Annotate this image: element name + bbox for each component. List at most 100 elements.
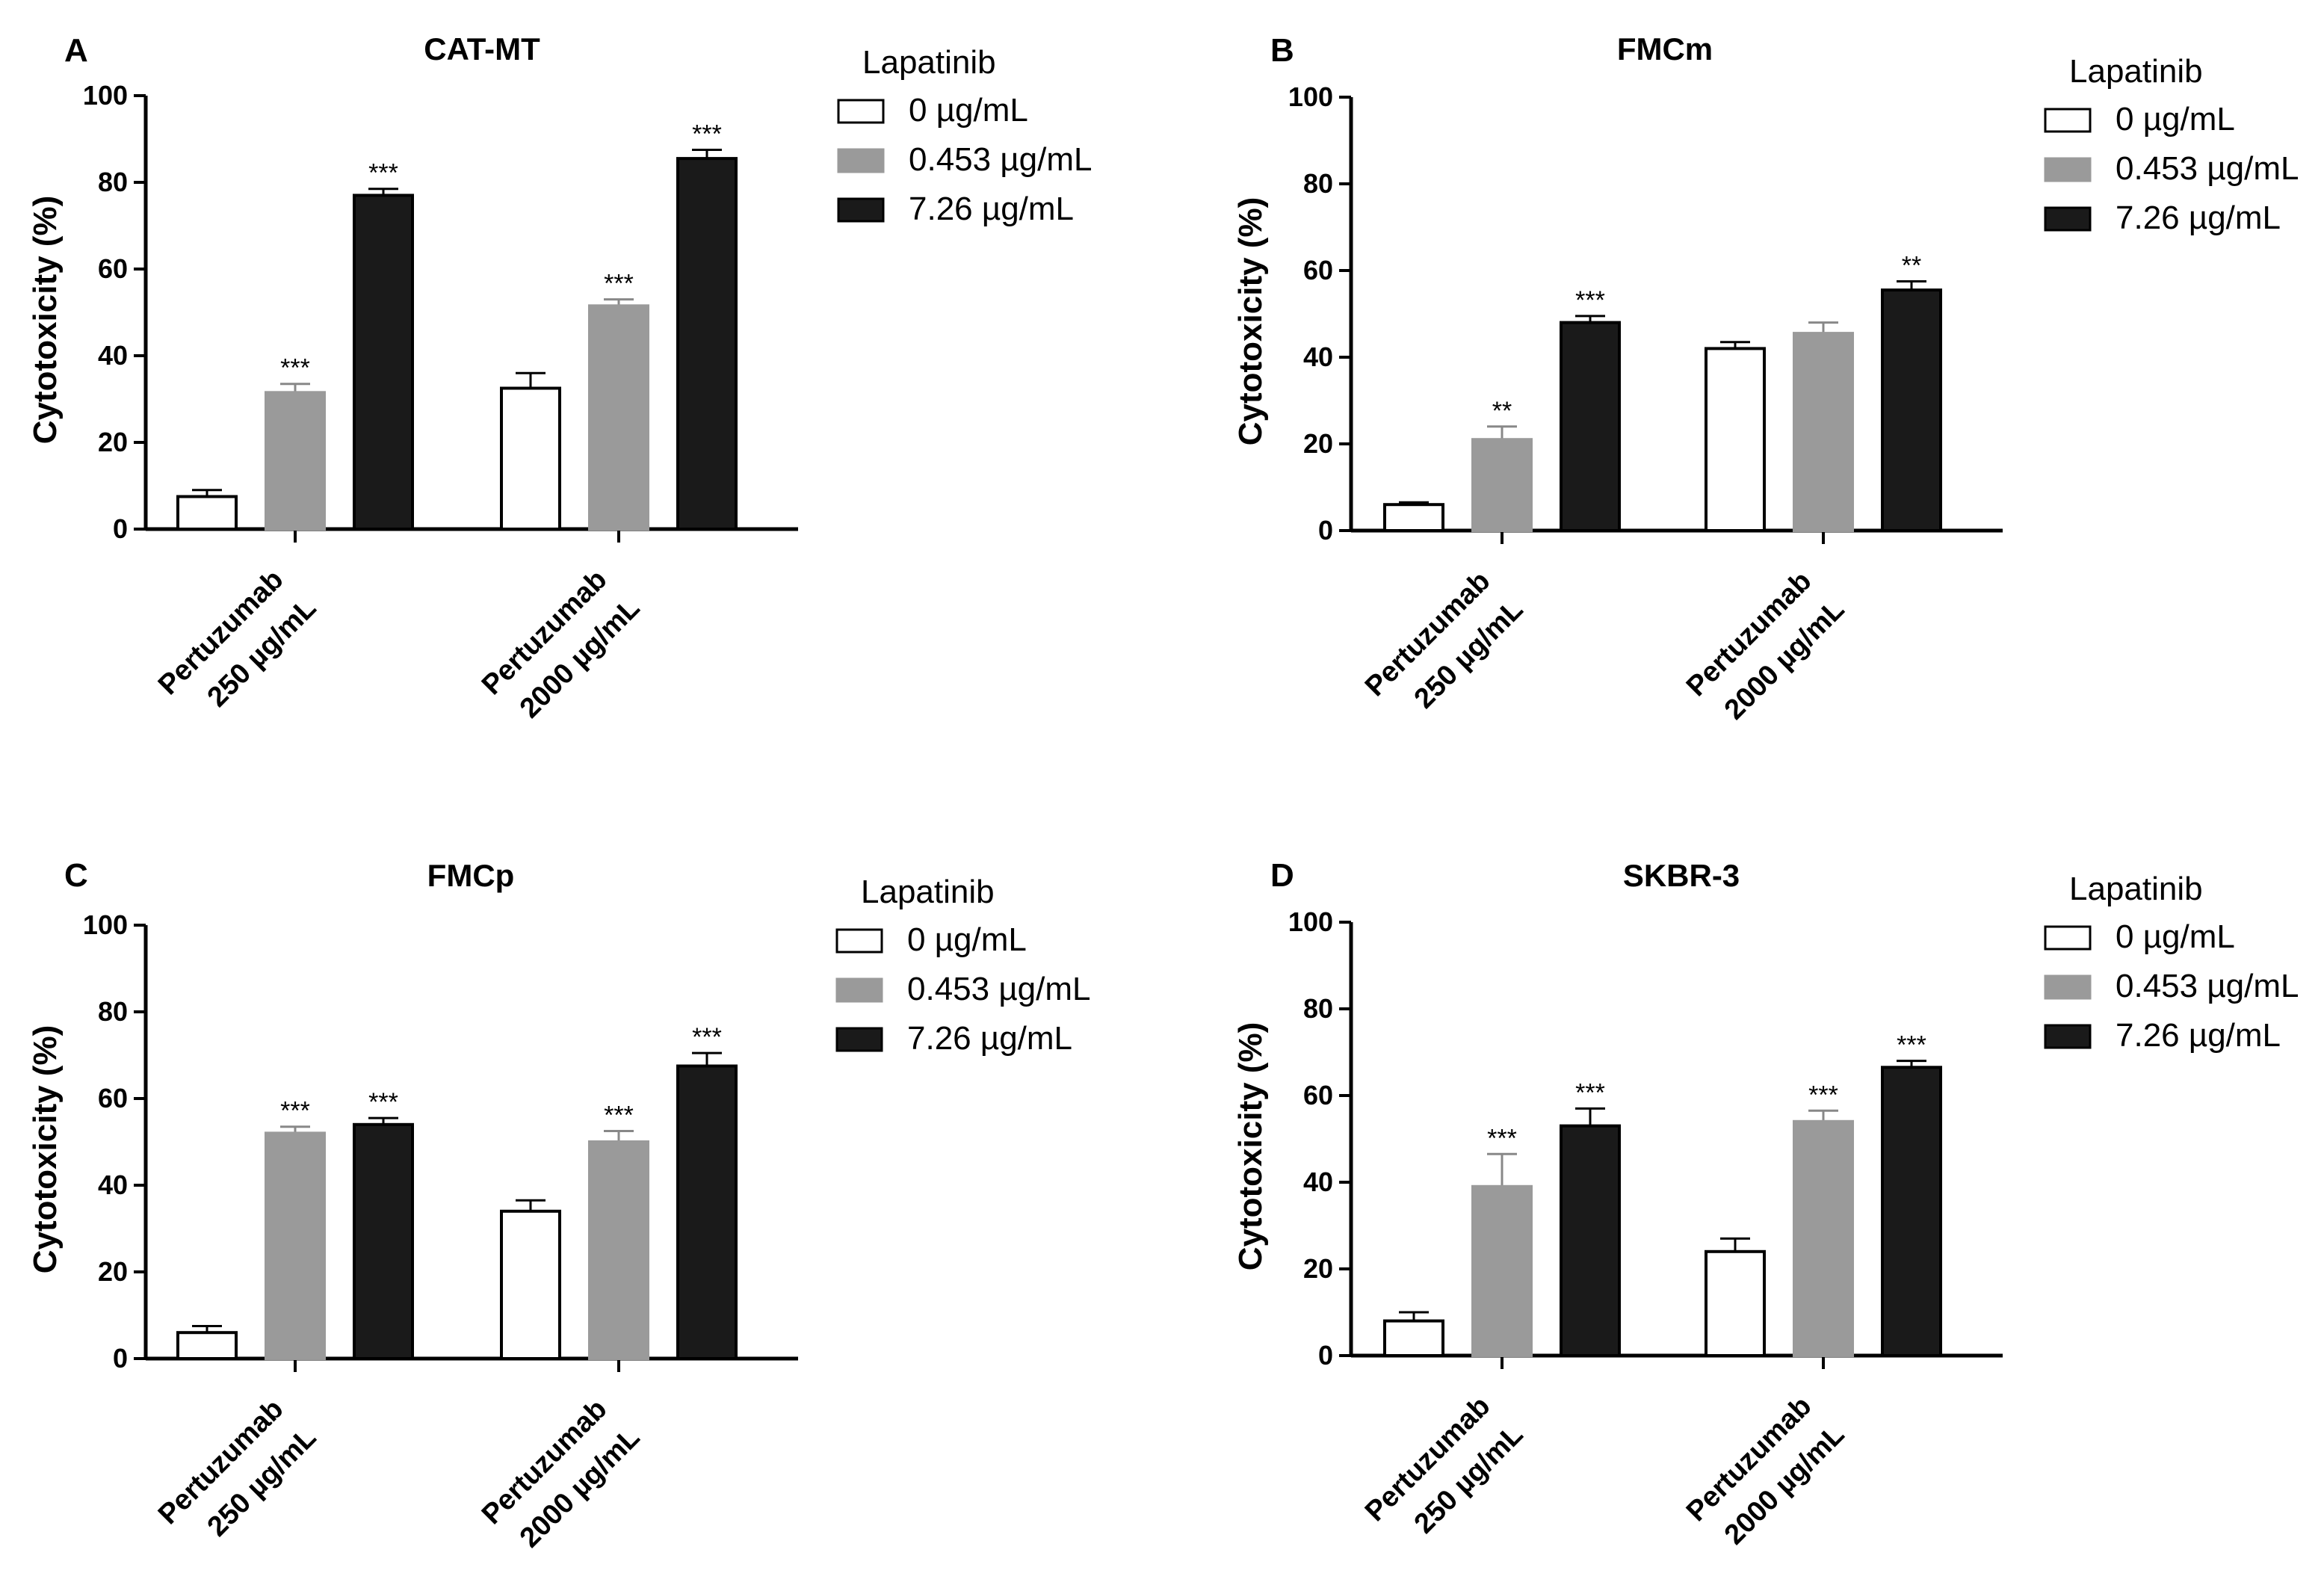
bar-7-26-g-ml [1881,1066,1942,1358]
bar-0-g-ml [176,495,238,531]
legend-entry: 0 µg/mL [2116,918,2235,955]
bar-0-453-g-ml [1471,1184,1533,1358]
legend-entry: 7.26 µg/mL [909,191,1074,227]
significance-label: ** [1492,397,1512,425]
bar-0-g-ml [176,1331,238,1360]
legend-swatch [2044,206,2092,232]
bar-0-g-ml [1383,503,1444,533]
significance-label: *** [1897,1031,1926,1060]
legend-entry: 0.453 µg/mL [2116,968,2299,1004]
y-tick-label: 100 [1288,81,1333,112]
bar-0-g-ml [1705,347,1766,532]
significance-label: *** [280,1097,310,1125]
significance-label: *** [604,1102,634,1130]
legend-entry: 0 µg/mL [907,921,1027,958]
legend-title: Lapatinib [2069,53,2203,90]
panel-letter: D [1270,857,1294,894]
y-tick-label: 80 [98,167,128,197]
y-axis-label: Cytotoxicity (%) [27,196,64,444]
legend-swatch [2044,108,2092,133]
panel-letter: C [64,857,88,894]
y-tick-label: 60 [98,253,128,284]
bar-0-453-g-ml [265,1131,326,1361]
y-tick-label: 100 [83,80,128,111]
legend-swatch [2044,925,2092,951]
bar-0-g-ml [1705,1249,1766,1358]
legend-entry: 7.26 µg/mL [2116,1017,2281,1054]
y-tick-label: 60 [1303,1080,1333,1110]
legend-swatch [2044,1024,2092,1049]
y-tick-label: 0 [113,1343,128,1374]
legend-entry: 0 µg/mL [2116,101,2235,138]
chart-title: CAT-MT [424,31,540,67]
chart-title: SKBR-3 [1623,858,1740,893]
legend-entry: 0.453 µg/mL [909,141,1093,178]
bar-0-453-g-ml [1793,1119,1854,1358]
panel-letter: B [1270,32,1294,69]
y-tick-label: 20 [1303,428,1333,459]
y-tick-label: 40 [1303,342,1333,372]
significance-label: *** [368,159,398,188]
y-tick-label: 60 [98,1083,128,1113]
y-tick-label: 0 [1318,1340,1333,1371]
significance-label: *** [692,1023,722,1051]
bar-7-26-g-ml [676,157,738,531]
legend-title: Lapatinib [862,44,996,81]
legend-swatch [2044,974,2092,1000]
legend-entry: 0.453 µg/mL [2116,150,2299,187]
significance-label: ** [1902,252,1921,280]
significance-label: *** [368,1088,398,1116]
y-tick-label: 80 [98,996,128,1027]
bar-7-26-g-ml [353,1122,414,1361]
bar-0-453-g-ml [265,391,326,531]
bar-7-26-g-ml [1881,288,1942,532]
y-tick-label: 20 [98,1256,128,1287]
y-tick-label: 20 [1303,1253,1333,1284]
y-tick-label: 80 [1303,168,1333,199]
y-tick-label: 100 [83,909,128,940]
y-tick-label: 100 [1288,906,1333,937]
legend-swatch [835,928,883,954]
chart-panel-a: A CAT-MT 0 20 40 60 80 100 Cytotoxicity (%) *** **… [27,31,1093,724]
legend-entry: 0.453 µg/mL [907,971,1091,1007]
significance-label: *** [1575,1078,1605,1107]
legend-entry: 7.26 µg/mL [907,1020,1072,1057]
bar-0-g-ml [1383,1319,1444,1357]
significance-label: *** [604,270,634,298]
y-axis-label: Cytotoxicity (%) [1232,1022,1269,1270]
legend-title: Lapatinib [861,874,995,910]
bar-7-26-g-ml [676,1064,738,1360]
bar-0-453-g-ml [1471,438,1533,533]
legend-swatch [837,197,885,223]
significance-label: *** [1808,1081,1838,1109]
y-tick-label: 40 [98,1170,128,1200]
bar-7-26-g-ml [353,194,414,531]
significance-label: *** [692,120,722,149]
y-axis-label: Cytotoxicity (%) [1232,197,1269,445]
significance-label: *** [280,354,310,383]
legend-swatch [837,99,885,124]
bar-0-g-ml [500,386,561,531]
y-tick-label: 20 [98,427,128,457]
legend-swatch [835,1027,883,1052]
bar-0-g-ml [500,1209,561,1361]
bar-7-26-g-ml [1560,1124,1621,1357]
chart-title: FMCp [427,858,515,893]
legend-entry: 7.26 µg/mL [2116,200,2281,236]
y-axis-label: Cytotoxicity (%) [27,1025,64,1273]
chart-title: FMCm [1617,31,1713,67]
panel-letter: A [64,32,88,69]
legend-swatch [837,148,885,173]
legend-swatch [835,977,883,1003]
y-tick-label: 80 [1303,993,1333,1024]
chart-panel-d: D SKBR-3 0 20 40 60 80 100 Cytotoxicity (%) *** **… [1232,857,2299,1551]
legend-title: Lapatinib [2069,871,2203,907]
significance-label: *** [1487,1124,1517,1152]
y-tick-label: 40 [98,340,128,371]
legend-entry: 0 µg/mL [909,92,1028,129]
legend-swatch [2044,157,2092,182]
